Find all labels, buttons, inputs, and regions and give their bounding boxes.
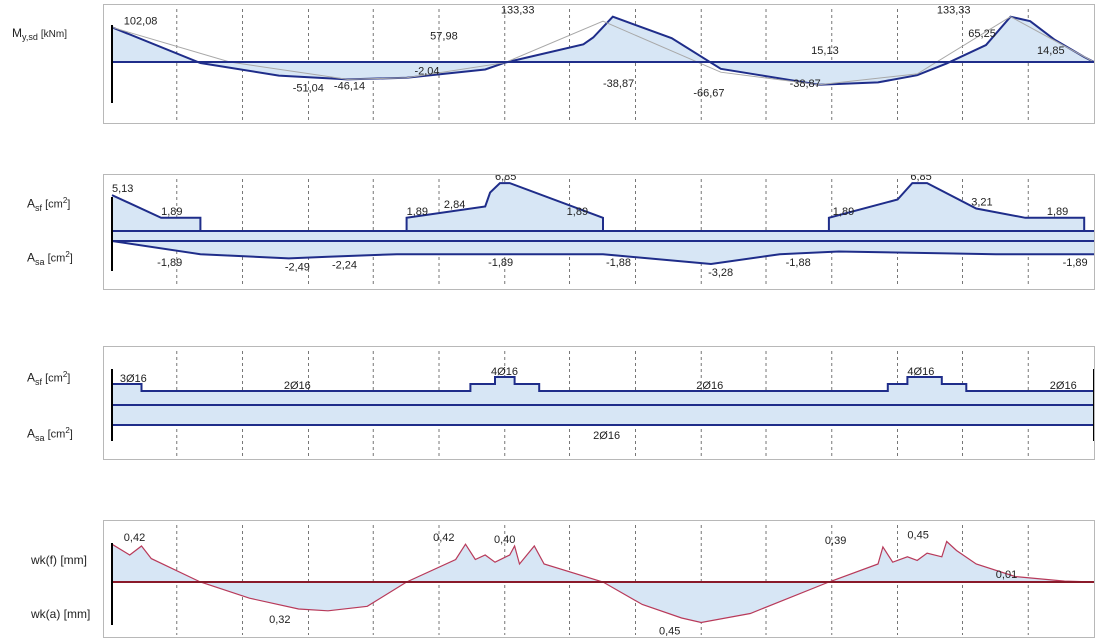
crack-data-label: 0,45 <box>659 626 680 638</box>
asf-label-p3: Asf [cm2] <box>27 370 71 387</box>
provided-reinforcement-panel: 3Ø16 2Ø16 4Ø16 2Ø16 4Ø16 2Ø16 2Ø16 <box>103 346 1095 460</box>
crack-data-label: 0,42 <box>433 532 454 544</box>
asf-data-label: 1,89 <box>1047 206 1068 218</box>
asa-data-label: -2,49 <box>285 261 310 273</box>
moment-envelope-curve <box>111 16 1094 86</box>
crack-data-label: 0,39 <box>825 535 846 547</box>
asa-bar-label: 2Ø16 <box>593 430 620 442</box>
asf-bar-label: 2Ø16 <box>284 380 311 392</box>
asa-data-label: -3,28 <box>708 267 733 279</box>
crack-data-label: 0,01 <box>996 569 1017 581</box>
asf-data-label: 6,85 <box>910 175 931 183</box>
asf-data-label: 1,89 <box>567 206 588 218</box>
asa-required-curve-line <box>111 240 1094 266</box>
moment-panel: 102,08 133,33 57,98 -51,04 -46,14 -2,04 -38,87… <box>103 4 1095 124</box>
required-reinforcement-chart: 5,13 1,89 1,89 2,84 6,85 1,89 1,89 6,85 3,21 1,89… <box>111 175 1094 287</box>
crack-data-label: 0,45 <box>907 530 928 542</box>
asf-bar-label: 2Ø16 <box>696 380 723 392</box>
moment-axis-label: My,sd [kNm] <box>12 26 68 43</box>
asa-data-label: -1,89 <box>488 257 513 269</box>
moment-data-label: 14,85 <box>1037 45 1065 57</box>
required-band <box>112 231 1094 241</box>
asf-required-curve-fill <box>112 183 1085 231</box>
moment-data-label: -46,14 <box>334 81 365 93</box>
asf-data-label: 6,85 <box>495 175 516 183</box>
asf-label-p2: Asf [cm2] <box>27 196 71 213</box>
moment-data-label: 15,13 <box>811 45 839 57</box>
moment-data-label: 57,98 <box>430 30 458 42</box>
asf-data-label: 3,21 <box>971 197 992 209</box>
crack-data-label: 0,42 <box>124 532 145 544</box>
provided-band <box>112 405 1094 425</box>
provided-reinforcement-chart: 3Ø16 2Ø16 4Ø16 2Ø16 4Ø16 2Ø16 2Ø16 <box>111 351 1094 457</box>
moment-chart: 102,08 133,33 57,98 -51,04 -46,14 -2,04 -38,87… <box>111 5 1094 121</box>
asf-data-label: 2,84 <box>444 199 465 211</box>
asa-data-label: -1,88 <box>606 257 631 269</box>
asa-data-label: -2,24 <box>332 260 357 272</box>
asf-bar-label: 3Ø16 <box>120 373 147 385</box>
asa-label-p2: Asa [cm2] <box>27 250 73 267</box>
wkf-label: wk(f) [mm] <box>31 553 87 567</box>
moment-data-label: 133,33 <box>937 5 971 17</box>
moment-data-label: -51,04 <box>293 82 324 94</box>
asf-bar-label: 2Ø16 <box>1050 380 1077 392</box>
moment-design-curve-fill <box>112 16 1094 85</box>
crack-width-panel: 0,42 0,32 0,42 0,40 0,45 0,39 0,45 0,01 <box>103 520 1095 638</box>
asa-data-label: -1,88 <box>786 257 811 269</box>
asf-data-label: 1,89 <box>833 206 854 218</box>
moment-data-label: 102,08 <box>124 15 158 27</box>
asf-bar-label: 4Ø16 <box>907 366 934 378</box>
asa-data-label: -1,89 <box>1063 257 1088 269</box>
asa-data-label: -1,89 <box>157 257 182 269</box>
crack-width-chart: 0,42 0,32 0,42 0,40 0,45 0,39 0,45 0,01 <box>111 525 1094 638</box>
moment-data-label: 65,25 <box>968 28 996 40</box>
asf-provided-line <box>112 376 1094 392</box>
wka-label: wk(a) [mm] <box>31 607 91 621</box>
asf-data-label: 1,89 <box>407 206 428 218</box>
moment-data-label: -66,67 <box>693 88 724 100</box>
asa-label-p3: Asa [cm2] <box>27 426 73 443</box>
crack-data-label: 0,32 <box>269 614 290 626</box>
moment-data-label: 133,33 <box>501 5 535 17</box>
asa-required-curve-fill <box>112 241 1094 264</box>
moment-data-label: -38,87 <box>790 78 821 90</box>
asf-bar-label: 4Ø16 <box>491 366 518 378</box>
crack-data-label: 0,40 <box>494 534 515 546</box>
required-reinforcement-panel: 5,13 1,89 1,89 2,84 6,85 1,89 1,89 6,85 3,21 1,89… <box>103 174 1095 290</box>
crack-curve <box>111 540 1094 624</box>
moment-data-label: -38,87 <box>603 78 634 90</box>
asf-data-label: 1,89 <box>161 206 182 218</box>
moment-data-label: -2,04 <box>414 66 439 78</box>
asf-data-label: 5,13 <box>112 183 133 195</box>
